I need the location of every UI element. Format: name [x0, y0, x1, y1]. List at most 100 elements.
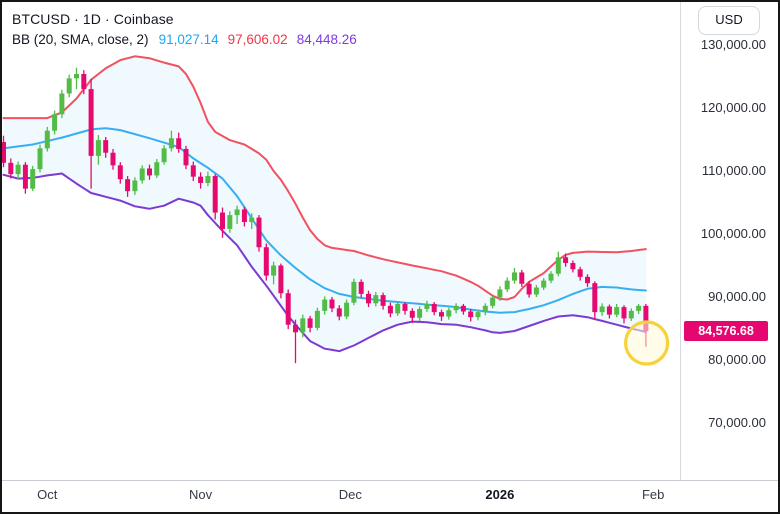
candle-body	[139, 168, 145, 181]
candle-body	[74, 73, 79, 79]
candle-body	[570, 262, 576, 270]
candle-body	[66, 78, 72, 94]
candle-body	[198, 176, 204, 183]
candle-body	[417, 308, 423, 318]
price-axis-label: 100,000.00	[700, 226, 766, 241]
candle-body	[577, 269, 583, 277]
candle-body	[439, 312, 444, 317]
candle-body	[512, 272, 517, 281]
candle-body	[125, 179, 131, 192]
candle-body	[2, 142, 6, 163]
candle-body	[431, 303, 437, 313]
candle-body	[271, 265, 277, 276]
candle-body	[168, 138, 174, 149]
price-axis-label: 110,000.00	[701, 163, 766, 178]
candle-body	[636, 305, 642, 311]
candle-body	[22, 164, 28, 189]
candle-body	[44, 130, 50, 149]
candle-body	[533, 287, 539, 295]
candle-body	[548, 273, 554, 281]
candle-body	[263, 247, 269, 276]
indicator-title[interactable]: BB (20, SMA, close, 2)	[12, 32, 149, 47]
bollinger-upper-band	[2, 55, 647, 301]
price-axis-label: 120,000.00	[700, 100, 766, 115]
candle-body	[366, 293, 371, 304]
candle-body	[220, 212, 225, 229]
symbol-title[interactable]: BTCUSD · 1D · Coinbase	[12, 10, 174, 27]
candle-body	[351, 281, 357, 303]
symbol-legend-row[interactable]: BTCUSD · 1D · Coinbase	[12, 8, 366, 29]
candle-body	[161, 148, 167, 163]
candle-body	[563, 257, 569, 263]
candle-body	[285, 293, 291, 325]
candle-body	[307, 318, 313, 328]
candle-body	[212, 176, 218, 213]
price-axis[interactable]: USD 130,000.00 120,000.00 110,000.00 100,00…	[680, 2, 778, 512]
candle-body	[183, 148, 189, 166]
candle-body	[256, 217, 262, 248]
candle-body	[132, 180, 138, 192]
time-axis-label-oct: Oct	[37, 487, 58, 502]
time-axis-label-dec: Dec	[338, 487, 362, 502]
candle-body	[30, 169, 36, 189]
candle-body	[592, 283, 598, 313]
candle-body	[103, 140, 109, 153]
candle-body	[314, 310, 320, 328]
candle-body	[490, 297, 496, 306]
candle-body	[519, 272, 525, 284]
bollinger-basis-line	[2, 127, 647, 314]
candle-body	[293, 324, 298, 333]
candle-body	[526, 283, 532, 295]
chart-legend: BTCUSD · 1D · Coinbase BB (20, SMA, clos…	[12, 8, 366, 50]
candle-body	[621, 307, 627, 319]
time-axis[interactable]: Oct Nov Dec 2026 Feb	[2, 480, 778, 512]
candle-body	[15, 164, 21, 175]
candle-body	[81, 73, 87, 90]
bollinger-fill	[3, 56, 646, 352]
price-axis-label: 80,000.00	[708, 352, 766, 367]
candle-body	[402, 303, 408, 311]
candle-body	[373, 295, 379, 304]
indicator-legend-row[interactable]: BB (20, SMA, close, 2) 91,027.14 97,606.…	[12, 29, 366, 50]
candle-body	[8, 162, 14, 175]
candle-body	[409, 310, 415, 318]
candle-body	[599, 306, 605, 313]
candle-body	[614, 307, 620, 315]
candlestick-chart-canvas[interactable]	[2, 2, 680, 480]
chart-plot-area[interactable]: BTCUSD · 1D · Coinbase BB (20, SMA, clos…	[2, 2, 680, 480]
candle-body	[117, 165, 123, 180]
time-axis-label-nov: Nov	[189, 487, 213, 502]
candle-body	[395, 303, 401, 314]
currency-button[interactable]: USD	[698, 6, 760, 35]
candle-body	[249, 217, 255, 223]
candle-body	[336, 308, 342, 317]
candle-body	[88, 89, 94, 156]
time-axis-label-2026: 2026	[485, 487, 515, 502]
candle-body	[628, 310, 634, 319]
bb-basis-value: 91,027.14	[158, 32, 219, 47]
bollinger-lower-band	[2, 172, 647, 353]
candle-body	[475, 312, 481, 318]
candle-body	[358, 281, 364, 294]
candle-body	[380, 295, 386, 306]
candle-body	[241, 209, 247, 223]
candle-body	[278, 265, 284, 294]
highlight-circle-annotation[interactable]	[624, 320, 670, 366]
candle-body	[606, 306, 612, 315]
candle-body	[329, 299, 335, 309]
candle-body	[387, 305, 393, 314]
candle-body	[205, 176, 211, 183]
candle-body	[497, 289, 503, 298]
candle-body	[555, 257, 561, 274]
price-axis-label: 70,000.00	[708, 415, 766, 430]
candle-body	[234, 209, 240, 216]
last-price-tag: 84,576.68	[684, 321, 768, 342]
bb-lower-value: 84,448.26	[296, 32, 357, 47]
candle-body	[446, 310, 452, 317]
candle-body	[424, 303, 430, 309]
candle-body	[95, 140, 101, 156]
candle-body	[468, 311, 474, 318]
price-axis-label: 90,000.00	[708, 289, 766, 304]
candle-body	[453, 305, 459, 311]
